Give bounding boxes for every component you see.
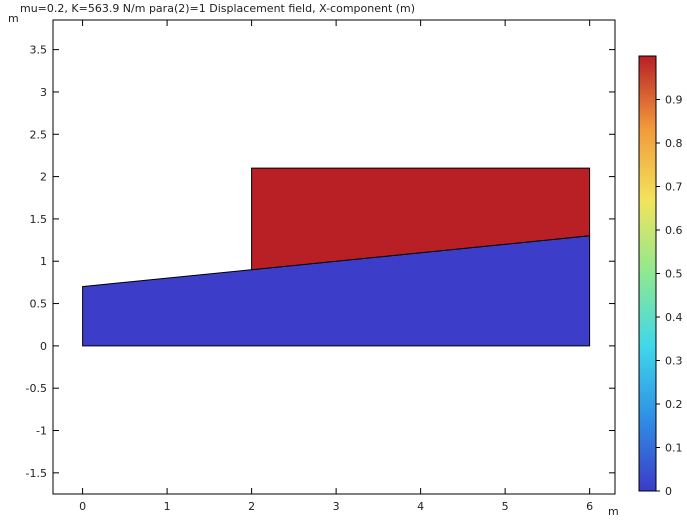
y-axis-unit: m [8,12,19,25]
y-tick-label: 3 [40,86,47,99]
x-tick-label: 0 [79,500,86,513]
y-tick-label: -1 [36,425,47,438]
x-tick-label: 5 [502,500,509,513]
y-tick-label: 2.5 [30,128,48,141]
colorbar-tick-label: 0.4 [665,311,683,324]
y-tick-label: 3.5 [30,44,48,57]
colorbar-tick-label: 0.6 [665,224,683,237]
x-tick-label: 1 [164,500,171,513]
y-tick-label: 1 [40,255,47,268]
colorbar [638,55,657,492]
region-1 [251,167,591,271]
x-axis: 0 1 2 3 4 5 6 [79,20,593,513]
colorbar-tick-label: 0.3 [665,355,683,368]
y-tick-label: 2 [40,171,47,184]
y-tick-label: 0.5 [30,298,48,311]
region-layer [82,167,591,347]
y-tick-label: 0 [40,340,47,353]
colorbar-tick-label: 0.7 [665,181,683,194]
colorbar-tick-label: 0.8 [665,137,683,150]
x-tick-label: 2 [248,500,255,513]
x-axis-unit: m [608,505,619,518]
y-tick-label: -1.5 [26,467,47,480]
colorbar-tick-label: 0.1 [665,442,683,455]
y-tick-label: 1.5 [30,213,48,226]
x-tick-label: 4 [417,500,424,513]
x-tick-label: 6 [586,500,593,513]
x-tick-label: 3 [333,500,340,513]
y-tick-label: -0.5 [26,382,47,395]
colorbar-axis: 0 0.1 0.2 0.3 0.4 0.5 0.6 0.7 0.8 0.9 [656,94,683,498]
colorbar-tick-label: 0.2 [665,398,683,411]
colorbar-tick-label: 0.5 [665,268,683,281]
y-axis: -1.5 -1 -0.5 0 0.5 1 1.5 2 2.5 3 3.5 [26,44,615,480]
colorbar-tick-label: 0 [665,485,672,498]
plot-title: mu=0.2, K=563.9 N/m para(2)=1 Displaceme… [20,2,416,15]
colorbar-tick-label: 0.9 [665,94,683,107]
